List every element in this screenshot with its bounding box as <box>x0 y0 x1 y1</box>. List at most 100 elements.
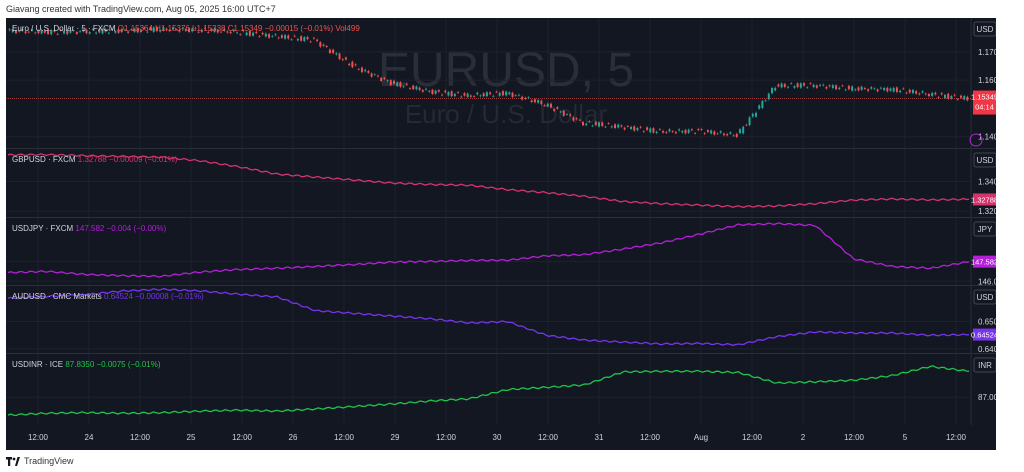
candle <box>713 131 716 135</box>
currency-label: USD <box>977 293 994 302</box>
y-tick-label: 87.0000 <box>978 393 996 402</box>
candle <box>722 133 725 136</box>
candle <box>204 28 207 29</box>
candle <box>738 129 741 134</box>
candle <box>325 45 328 48</box>
currency-label: INR <box>978 361 992 370</box>
candle <box>559 111 562 113</box>
candle <box>453 93 456 97</box>
candle <box>412 85 415 90</box>
candle <box>819 84 822 86</box>
y-tick-label: 1.16000 <box>978 76 996 85</box>
candle <box>892 87 895 92</box>
candle <box>98 29 101 33</box>
candle <box>492 95 495 97</box>
y-tick-label: 146.000 <box>978 277 996 286</box>
candle <box>649 128 652 133</box>
candle <box>694 133 697 134</box>
series-line <box>7 287 970 347</box>
candle <box>604 126 607 128</box>
y-tick-label: 0.64000 <box>978 345 996 354</box>
x-tick-label: Aug <box>694 433 708 442</box>
candle <box>854 89 857 91</box>
candle <box>351 61 354 68</box>
legend-0: Euro / U.S. Dollar · 5 · FXCM O1.15364 H… <box>12 24 360 33</box>
candle <box>514 95 517 97</box>
candle <box>569 114 572 116</box>
candle <box>767 93 770 100</box>
candle <box>540 100 543 105</box>
candle <box>876 89 879 92</box>
candle <box>700 129 703 130</box>
candle <box>344 57 347 60</box>
candle <box>37 30 40 34</box>
candle <box>405 83 408 85</box>
candle <box>716 133 719 135</box>
footer-brand: TradingView <box>24 456 74 466</box>
last-price-tag <box>973 90 996 115</box>
candle <box>556 107 559 109</box>
candle <box>598 122 601 127</box>
candle <box>860 86 863 90</box>
candle <box>370 73 373 77</box>
candle <box>354 64 357 66</box>
currency-label: USD <box>977 156 994 165</box>
candle <box>284 35 287 39</box>
candle <box>678 129 681 131</box>
candle <box>668 129 671 132</box>
candle <box>274 34 277 36</box>
candle <box>543 105 546 106</box>
candle <box>601 122 604 126</box>
candle <box>825 86 828 89</box>
candle <box>431 89 434 94</box>
candle <box>348 63 351 66</box>
candle <box>367 70 370 73</box>
candle <box>697 128 700 131</box>
candle <box>444 90 447 93</box>
candle <box>165 28 168 31</box>
candle <box>312 37 315 39</box>
legend-2: USDJPY · FXCM 147.582 −0.004 (−0.00%) <box>12 224 166 233</box>
x-tick-label: 2 <box>801 433 806 442</box>
candle <box>517 94 520 96</box>
series-line <box>7 153 970 208</box>
candle <box>879 87 882 89</box>
candle <box>220 31 223 33</box>
candle <box>101 28 104 34</box>
tradingview-logo-icon <box>6 456 20 466</box>
candle <box>684 129 687 134</box>
candle <box>777 84 780 87</box>
candle <box>758 105 761 109</box>
candle <box>197 31 200 33</box>
candle <box>585 123 588 126</box>
candle <box>280 35 283 38</box>
candle <box>809 83 812 85</box>
footer: TradingView <box>6 456 74 466</box>
y-tick-label: 1.17000 <box>978 48 996 57</box>
candle <box>662 130 665 133</box>
candle <box>191 28 194 32</box>
candle <box>607 123 610 125</box>
candle <box>790 83 793 85</box>
candle <box>905 92 908 94</box>
y-tick-label: 1.34000 <box>978 178 996 187</box>
chart-caption: Giavang created with TradingView.com, Au… <box>6 4 276 14</box>
x-tick-label: 12:00 <box>946 433 967 442</box>
candle <box>373 74 376 76</box>
candle <box>761 100 764 109</box>
candle <box>617 124 620 128</box>
candle <box>665 131 668 133</box>
candle <box>732 135 735 137</box>
candle <box>428 90 431 92</box>
candle <box>918 93 921 95</box>
candle <box>681 131 684 133</box>
candle <box>460 96 463 98</box>
candle <box>328 49 331 53</box>
candle <box>735 133 738 137</box>
candle <box>623 127 626 130</box>
candle <box>187 28 190 32</box>
candle <box>947 93 950 99</box>
candle <box>396 82 399 86</box>
